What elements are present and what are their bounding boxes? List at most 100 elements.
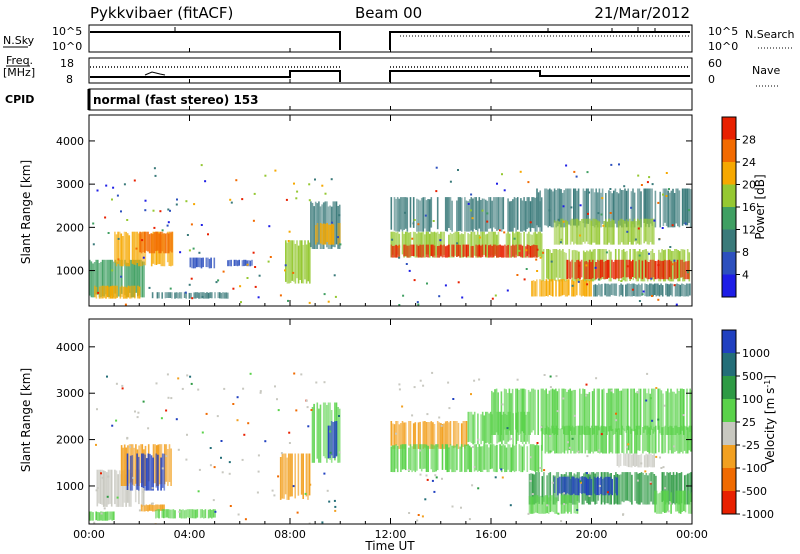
data-speckle bbox=[201, 295, 204, 298]
data-speckle bbox=[292, 485, 295, 488]
data-speckle bbox=[175, 203, 178, 206]
data-column bbox=[446, 444, 449, 473]
data-speckle bbox=[669, 246, 672, 248]
data-column bbox=[558, 249, 561, 278]
data-column bbox=[558, 221, 561, 245]
data-speckle bbox=[600, 433, 603, 436]
data-column bbox=[332, 224, 335, 245]
data-column bbox=[288, 453, 290, 500]
data-column bbox=[110, 469, 113, 507]
data-column bbox=[446, 421, 449, 446]
data-speckle bbox=[167, 208, 170, 211]
data-speckle bbox=[252, 251, 255, 254]
data-column bbox=[624, 453, 627, 466]
colorbar-tick-label: 24 bbox=[742, 156, 756, 169]
data-column bbox=[653, 453, 655, 468]
data-speckle bbox=[190, 382, 193, 385]
data-column bbox=[118, 231, 121, 266]
data-column bbox=[569, 220, 572, 245]
data-column bbox=[582, 250, 585, 282]
data-column bbox=[623, 388, 626, 432]
data-speckle bbox=[523, 278, 526, 281]
data-column bbox=[658, 284, 661, 297]
data-band bbox=[89, 511, 115, 521]
data-speckle bbox=[338, 214, 341, 217]
data-column bbox=[488, 447, 490, 473]
data-speckle bbox=[668, 188, 670, 191]
data-speckle bbox=[576, 509, 579, 511]
data-column bbox=[454, 231, 457, 256]
data-column bbox=[505, 389, 507, 435]
data-column bbox=[392, 231, 394, 255]
data-column bbox=[140, 504, 143, 512]
data-column bbox=[633, 218, 636, 242]
data-column bbox=[395, 198, 397, 232]
data-column bbox=[658, 425, 660, 453]
data-column bbox=[526, 411, 529, 442]
data-column bbox=[532, 197, 535, 229]
data-speckle bbox=[264, 174, 267, 177]
data-column bbox=[657, 493, 660, 514]
data-column bbox=[106, 259, 109, 297]
data-column bbox=[644, 388, 647, 430]
data-column bbox=[610, 251, 612, 282]
data-column bbox=[297, 453, 300, 496]
data-column bbox=[486, 233, 489, 258]
data-column bbox=[614, 259, 616, 280]
data-speckle bbox=[229, 505, 232, 507]
data-column bbox=[133, 447, 136, 486]
data-column bbox=[671, 283, 674, 297]
data-column bbox=[621, 425, 623, 453]
data-column bbox=[678, 251, 681, 282]
data-column bbox=[444, 421, 447, 449]
data-column bbox=[502, 197, 505, 230]
data-band bbox=[390, 197, 543, 232]
data-column bbox=[424, 421, 426, 448]
data-column bbox=[193, 292, 195, 299]
data-column bbox=[163, 504, 165, 511]
data-speckle bbox=[398, 245, 401, 248]
data-column bbox=[574, 281, 576, 297]
data-column bbox=[536, 245, 538, 258]
data-column bbox=[635, 261, 637, 280]
data-column bbox=[671, 475, 673, 505]
data-column bbox=[645, 218, 647, 242]
data-column bbox=[689, 283, 691, 296]
data-column bbox=[195, 292, 197, 299]
data-speckle bbox=[601, 197, 604, 200]
data-column bbox=[326, 223, 328, 242]
data-column bbox=[161, 453, 164, 488]
data-column bbox=[580, 279, 583, 297]
data-column bbox=[680, 472, 683, 504]
data-column bbox=[422, 444, 425, 469]
data-column bbox=[427, 422, 429, 449]
data-column bbox=[546, 249, 548, 279]
data-column bbox=[491, 444, 493, 469]
data-column bbox=[140, 232, 143, 254]
data-band bbox=[94, 285, 141, 299]
data-speckle bbox=[398, 304, 401, 306]
data-column bbox=[497, 231, 500, 258]
data-column bbox=[568, 476, 570, 495]
data-column bbox=[683, 262, 685, 280]
data-speckle bbox=[331, 221, 333, 224]
data-column bbox=[400, 444, 402, 472]
data-column bbox=[496, 197, 498, 231]
data-column bbox=[483, 198, 485, 232]
data-speckle bbox=[675, 303, 678, 306]
data-column bbox=[582, 218, 585, 242]
data-column bbox=[425, 244, 428, 258]
data-speckle bbox=[471, 217, 474, 220]
data-column bbox=[414, 232, 417, 258]
colorbar-tick-label: -500 bbox=[742, 485, 767, 498]
data-column bbox=[536, 279, 538, 297]
data-column bbox=[316, 402, 319, 459]
data-column bbox=[554, 428, 556, 454]
data-column bbox=[475, 197, 477, 230]
data-speckle bbox=[201, 431, 204, 434]
data-speckle bbox=[556, 410, 559, 413]
data-column bbox=[436, 231, 439, 256]
data-speckle bbox=[123, 183, 126, 186]
data-speckle bbox=[141, 239, 144, 242]
data-column bbox=[212, 509, 215, 518]
